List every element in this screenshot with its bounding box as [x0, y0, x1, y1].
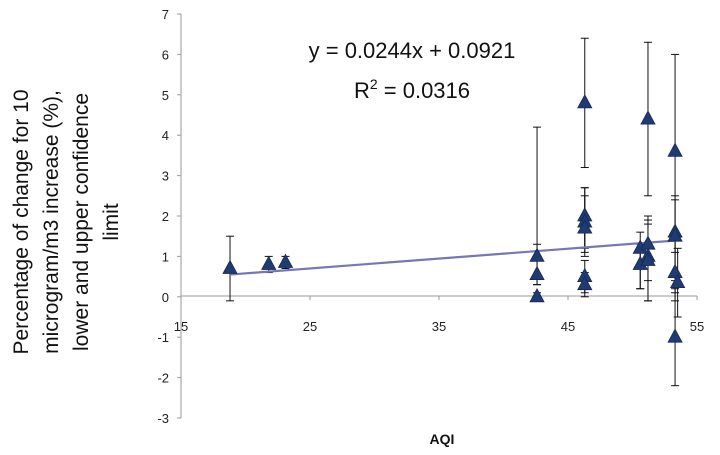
y-tick-label: 7 — [162, 7, 169, 22]
y-tick-label: 0 — [162, 290, 169, 305]
x-tick-label: 15 — [174, 319, 188, 334]
data-point — [667, 328, 683, 343]
y-tick-label: 6 — [162, 47, 169, 62]
x-tick-label: 35 — [432, 319, 446, 334]
data-point — [277, 253, 294, 268]
r-squared-label: R2 = 0.0316 — [354, 76, 470, 103]
y-axis-title-line: Percentage of change for 10 — [10, 89, 33, 354]
x-tick-label: 55 — [690, 319, 704, 334]
x-tick-label: 45 — [561, 319, 575, 334]
data-point — [577, 94, 593, 109]
y-axis-title-line: microgram/m3 increase (%), — [40, 90, 63, 354]
y-tick-label: 3 — [162, 169, 169, 184]
data-point — [222, 259, 238, 274]
y-tick-label: 1 — [162, 249, 169, 264]
x-axis-title: AQI — [430, 431, 455, 447]
r-squared-prefix: R — [354, 78, 370, 103]
data-point — [667, 227, 683, 242]
y-tick-label: -2 — [157, 371, 169, 386]
trendline — [229, 239, 678, 276]
data-point — [529, 247, 545, 262]
data-point — [667, 263, 683, 278]
data-point — [529, 287, 545, 303]
y-axis-title-line: limit — [100, 203, 123, 240]
trendline-group — [229, 239, 678, 276]
y-tick-label: 2 — [162, 209, 169, 224]
r-squared-superscript: 2 — [370, 76, 378, 92]
data-point — [577, 219, 593, 234]
y-axis-title-line: lower and upper confidence — [70, 93, 93, 351]
data-point — [577, 275, 593, 291]
trendline-equation: y = 0.0244x + 0.0921 — [309, 38, 516, 63]
data-point — [529, 265, 545, 280]
x-tick-label: 25 — [303, 319, 317, 334]
y-tick-label: 4 — [162, 128, 169, 143]
data-point — [261, 255, 277, 270]
data-point — [640, 110, 656, 125]
y-axis-title: Percentage of change for 10 microgram/m3 … — [10, 89, 123, 354]
data-point — [669, 273, 686, 289]
data-point — [640, 251, 656, 266]
data-markers — [222, 94, 686, 343]
data-point — [667, 142, 683, 157]
y-tick-label: -1 — [157, 330, 169, 345]
y-tick-label: 5 — [162, 88, 169, 103]
r-squared-value: = 0.0316 — [378, 78, 470, 103]
y-tick-label: -3 — [157, 411, 169, 426]
